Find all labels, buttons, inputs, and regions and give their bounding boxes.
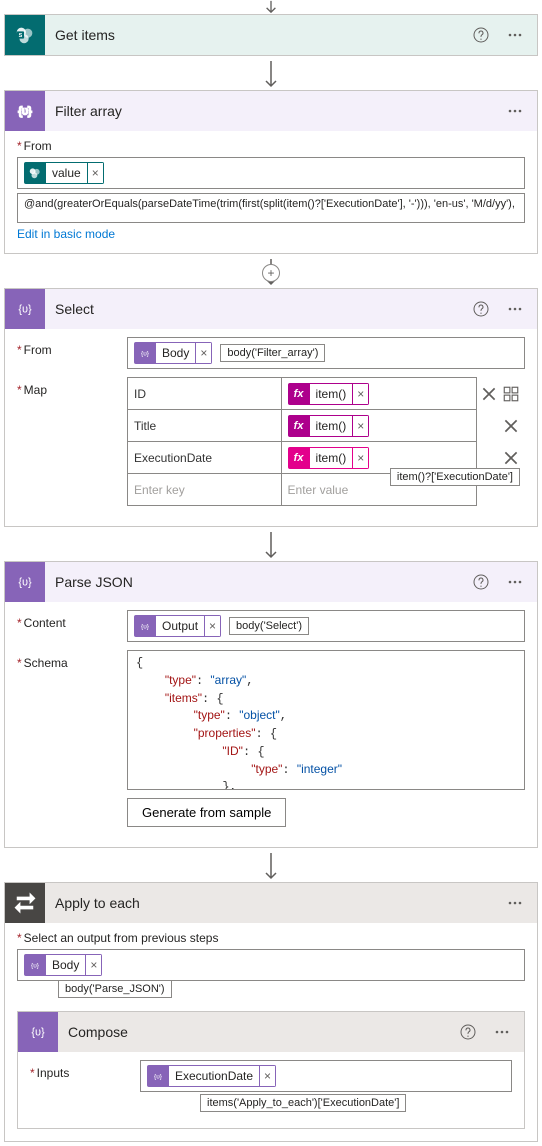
token-item[interactable]: fxitem()× — [288, 447, 370, 469]
map-value-cell[interactable]: fxitem()× — [281, 410, 476, 442]
token-item[interactable]: fxitem()× — [288, 383, 370, 405]
card-title: Get items — [55, 27, 459, 43]
select-output-label: *Select an output from previous steps — [17, 931, 525, 945]
remove-token-icon[interactable]: × — [88, 162, 104, 184]
more-icon[interactable] — [503, 297, 527, 321]
help-icon[interactable] — [469, 23, 493, 47]
schema-textarea[interactable]: { "type": "array", "items": { "type": "o… — [127, 650, 525, 790]
map-value-cell[interactable]: fxitem()× — [281, 378, 476, 410]
svg-text:{υ}: {υ} — [31, 963, 40, 970]
token-tooltip: body('Parse_JSON') — [58, 980, 172, 998]
token-body[interactable]: {υ} Body × — [134, 342, 212, 364]
map-row: ID fxitem()× — [128, 378, 477, 410]
arrow-down-icon — [263, 853, 279, 881]
token-item[interactable]: fxitem()× — [288, 415, 370, 437]
token-output[interactable]: {υ} Output × — [134, 615, 221, 637]
token-tooltip: body('Select') — [229, 617, 309, 635]
more-icon[interactable] — [503, 99, 527, 123]
remove-token-icon[interactable]: × — [353, 447, 369, 469]
content-label: *Content — [17, 610, 127, 630]
token-tooltip: body('Filter_array') — [220, 344, 325, 362]
loop-icon — [5, 883, 45, 923]
svg-text:{υ}: {υ} — [154, 1074, 163, 1081]
token-executiondate[interactable]: {υ} ExecutionDate × — [147, 1065, 276, 1087]
card-title: Compose — [68, 1024, 446, 1040]
from-input[interactable]: value × — [17, 157, 525, 189]
from-label: *From — [17, 337, 127, 357]
map-key-cell[interactable]: Title — [128, 410, 282, 442]
compose-inputs-input[interactable]: {υ} ExecutionDate × — [140, 1060, 512, 1092]
data-operations-icon: {υ} — [5, 562, 45, 602]
remove-token-icon[interactable]: × — [196, 342, 212, 364]
remove-token-icon[interactable]: × — [353, 415, 369, 437]
svg-text:{υ}: {υ} — [18, 577, 32, 589]
help-icon[interactable] — [456, 1020, 480, 1044]
arrow-down-icon — [263, 0, 279, 14]
delete-row-icon[interactable] — [502, 449, 520, 467]
action-card-parse-json[interactable]: {υ} Parse JSON *Content {υ} Output × bod… — [4, 561, 538, 848]
svg-text:{υ}: {υ} — [18, 106, 32, 118]
help-icon[interactable] — [469, 297, 493, 321]
card-title: Parse JSON — [55, 574, 459, 590]
switch-mode-icon[interactable] — [502, 385, 520, 403]
svg-text:{υ}: {υ} — [141, 624, 150, 631]
token-value[interactable]: value × — [24, 162, 104, 184]
more-icon[interactable] — [503, 570, 527, 594]
map-label: *Map — [17, 377, 127, 397]
token-tooltip: item()?['ExecutionDate'] — [390, 468, 520, 486]
token-body[interactable]: {υ} Body × — [24, 954, 102, 976]
svg-text:S: S — [19, 33, 23, 39]
content-input[interactable]: {υ} Output × body('Select') — [127, 610, 525, 642]
token-tooltip: items('Apply_to_each')['ExecutionDate'] — [200, 1094, 406, 1112]
edit-basic-mode-link[interactable]: Edit in basic mode — [17, 227, 115, 241]
map-table: ID fxitem()× Title — [127, 377, 477, 506]
action-card-get-items[interactable]: S Get items — [4, 14, 538, 56]
help-icon[interactable] — [469, 570, 493, 594]
svg-text:{υ}: {υ} — [141, 351, 150, 358]
action-card-filter-array[interactable]: {υ} Filter array *From value × @and(grea… — [4, 90, 538, 254]
foreach-input[interactable]: {υ} Body × body('Parse_JSON') — [17, 949, 525, 981]
remove-token-icon[interactable]: × — [353, 383, 369, 405]
card-title: Filter array — [55, 103, 493, 119]
map-key-cell[interactable]: ID — [128, 378, 282, 410]
data-operations-icon: {υ} — [5, 91, 45, 131]
remove-token-icon[interactable]: × — [86, 954, 102, 976]
more-icon[interactable] — [490, 1020, 514, 1044]
map-value-cell[interactable]: fxitem()× item()?['ExecutionDate'] — [281, 442, 476, 474]
arrow-down-icon — [263, 532, 279, 560]
data-operations-icon: {υ} — [18, 1012, 58, 1052]
delete-row-icon[interactable] — [502, 417, 520, 435]
action-card-compose[interactable]: {υ} Compose *Inputs {υ} — [17, 1011, 525, 1129]
add-step-button[interactable]: + — [262, 264, 280, 282]
card-title: Select — [55, 301, 459, 317]
more-icon[interactable] — [503, 23, 527, 47]
from-label: *From — [17, 139, 525, 153]
generate-from-sample-button[interactable]: Generate from sample — [127, 798, 286, 827]
inputs-label: *Inputs — [30, 1060, 140, 1080]
sharepoint-icon: S — [5, 15, 45, 55]
delete-row-icon[interactable] — [480, 385, 498, 403]
map-row: ExecutionDate fxitem()× item()?['Executi… — [128, 442, 477, 474]
remove-token-icon[interactable]: × — [205, 615, 221, 637]
remove-token-icon[interactable]: × — [260, 1065, 276, 1087]
map-row: Title fxitem()× — [128, 410, 477, 442]
card-title: Apply to each — [55, 895, 493, 911]
map-key-placeholder[interactable]: Enter key — [128, 474, 282, 506]
svg-text:{υ}: {υ} — [18, 304, 32, 316]
svg-text:{υ}: {υ} — [31, 1027, 45, 1039]
data-operations-icon: {υ} — [5, 289, 45, 329]
arrow-down-icon — [263, 61, 279, 89]
map-key-cell[interactable]: ExecutionDate — [128, 442, 282, 474]
more-icon[interactable] — [503, 891, 527, 915]
action-card-select[interactable]: {υ} Select *From {υ} Body × body('Filter… — [4, 288, 538, 527]
action-card-apply-to-each[interactable]: Apply to each *Select an output from pre… — [4, 882, 538, 1142]
filter-expression-input[interactable]: @and(greaterOrEquals(parseDateTime(trim(… — [17, 193, 525, 223]
select-from-input[interactable]: {υ} Body × body('Filter_array') — [127, 337, 525, 369]
schema-label: *Schema — [17, 650, 127, 670]
